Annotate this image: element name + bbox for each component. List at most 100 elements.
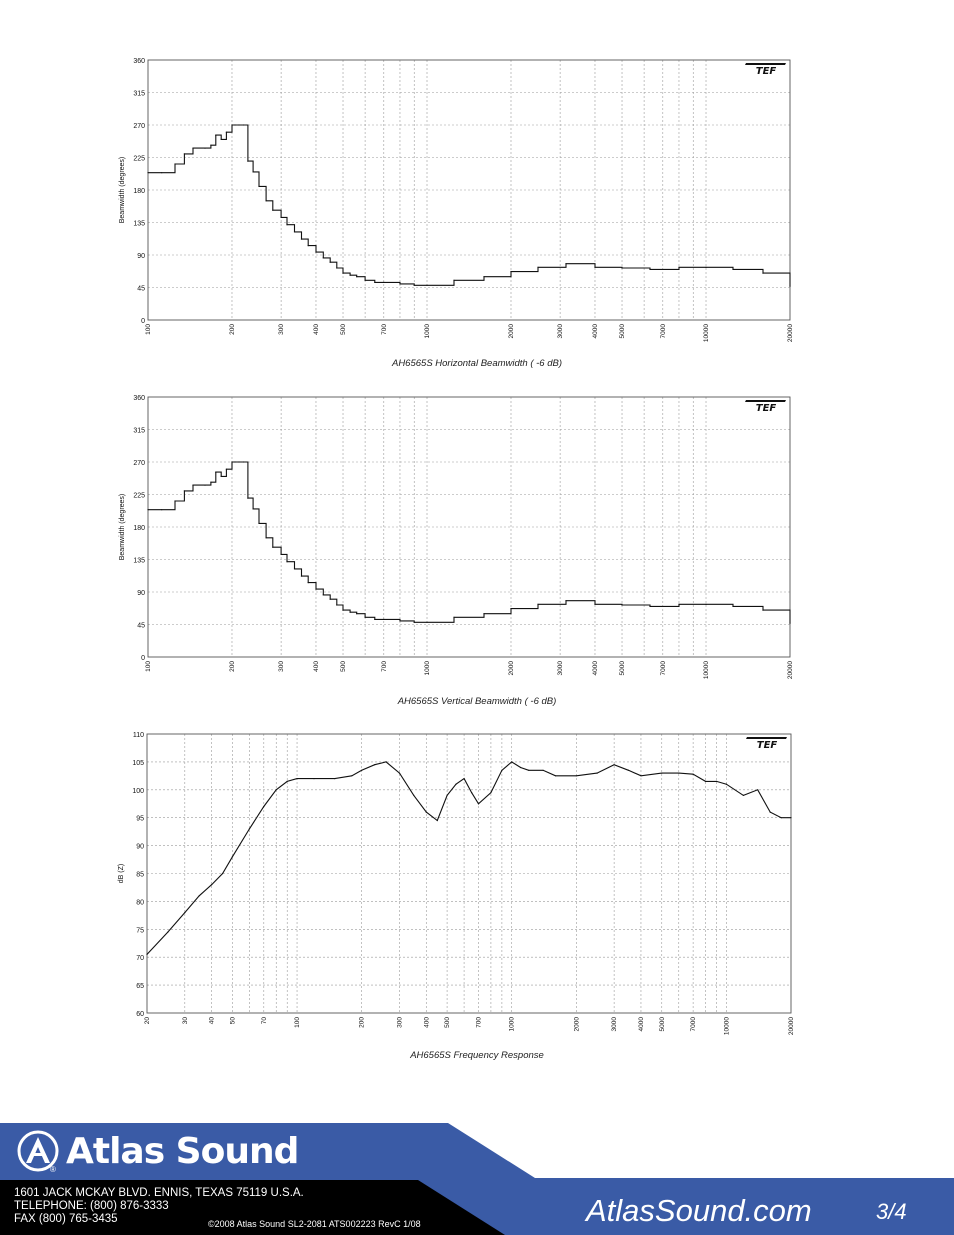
atlas-sound-logo: Atlas Sound	[16, 1127, 299, 1175]
data-point	[342, 272, 344, 274]
y-tick-label: 45	[137, 623, 145, 630]
data-point	[258, 185, 260, 187]
data-point	[661, 772, 663, 774]
data-point	[146, 953, 148, 955]
data-point	[258, 522, 260, 524]
y-tick-label: 270	[133, 460, 145, 467]
y-tick-label: 105	[132, 760, 144, 767]
data-point	[247, 497, 249, 499]
data-point	[322, 594, 324, 596]
data-point	[374, 281, 376, 283]
y-tick-label: 95	[136, 816, 144, 823]
x-tick-label: 3000	[611, 1017, 618, 1032]
x-tick-label: 4000	[592, 661, 599, 676]
tef-logo: TEF	[745, 400, 786, 414]
data-point	[483, 613, 485, 615]
data-point	[275, 789, 277, 791]
x-tick-label: 10000	[703, 324, 710, 342]
data-point	[554, 775, 557, 777]
data-point	[742, 794, 745, 796]
x-tick-label: 20000	[788, 1017, 795, 1035]
data-point	[329, 598, 331, 600]
x-tick-label: 20000	[787, 661, 794, 679]
series-line	[146, 761, 791, 955]
data-point	[272, 209, 274, 211]
data-point	[300, 238, 303, 240]
y-tick-label: 100	[132, 788, 144, 795]
data-point	[732, 268, 734, 270]
x-tick-label: 40	[209, 1017, 216, 1025]
data-point	[336, 604, 338, 606]
data-point	[198, 895, 200, 897]
data-point	[204, 147, 206, 149]
y-tick-label: 65	[136, 983, 144, 990]
data-point	[780, 817, 782, 819]
x-tick-label: 700	[475, 1017, 482, 1028]
x-tick-label: 300	[278, 324, 285, 335]
x-tick-label: 500	[340, 661, 347, 672]
y-tick-label: 315	[133, 91, 145, 98]
data-point	[565, 263, 567, 265]
data-point	[356, 613, 358, 615]
frequency-response-caption: AH6565S Frequency Response	[410, 1050, 544, 1061]
x-tick-label: 500	[444, 1017, 451, 1028]
data-point	[220, 475, 222, 477]
data-point	[426, 621, 428, 623]
data-point	[511, 761, 513, 763]
x-tick-label: 300	[278, 661, 285, 672]
x-minor-gridlines	[231, 60, 707, 320]
x-tick-label: 2000	[508, 661, 515, 676]
horizontal-beamwidth-caption: AH6565S Horizontal Beamwidth ( -6 dB)	[391, 358, 563, 369]
y-tick-label: 180	[133, 525, 145, 532]
data-point	[453, 616, 455, 618]
x-tick-label: 70	[261, 1017, 268, 1025]
data-point	[374, 618, 376, 620]
footer-black-band	[0, 1180, 505, 1235]
x-tick-label: 3000	[557, 661, 564, 676]
y-tick-label: 0	[141, 655, 145, 662]
data-point	[351, 775, 353, 777]
vertical-beamwidth-caption: AH6565S Vertical Beamwidth ( -6 dB)	[397, 696, 557, 707]
data-point	[286, 561, 288, 563]
x-tick-label: 4000	[592, 324, 599, 339]
y-tick-label: 135	[133, 221, 145, 228]
data-point	[211, 884, 213, 886]
plot-frame	[147, 59, 791, 321]
data-point	[242, 461, 245, 463]
y-tick-label: 90	[136, 844, 144, 851]
x-tick-label: 7000	[660, 661, 667, 676]
data-point	[594, 266, 596, 268]
tef-logo-text: TEF	[756, 403, 777, 414]
series-line	[148, 461, 791, 624]
data-point	[757, 789, 759, 791]
data-point	[356, 276, 358, 278]
data-point	[315, 588, 317, 590]
x-tick-label: 200	[229, 324, 236, 335]
x-tick-label: 5000	[619, 661, 626, 676]
website-link[interactable]: AtlasSound.com	[586, 1193, 812, 1228]
brand-name: Atlas Sound	[66, 1130, 299, 1172]
data-point	[385, 761, 387, 763]
data-point	[364, 616, 366, 618]
frequency-response-chart: 60 65 70 75 80 85 90 95 100 105 110 20 30 40 50 70 100 20…	[118, 732, 795, 1035]
data-point	[565, 600, 567, 602]
data-point	[174, 163, 176, 165]
data-point	[231, 856, 233, 858]
y-tick-label: 90	[137, 253, 145, 260]
data-point	[501, 769, 503, 771]
data-point	[252, 171, 254, 173]
data-point	[322, 257, 324, 259]
data-point	[790, 817, 792, 819]
y-tick-label: 360	[133, 395, 145, 402]
data-point	[510, 271, 512, 273]
data-point	[374, 764, 376, 766]
data-point	[510, 608, 512, 610]
x-tick-label: 400	[313, 661, 320, 672]
data-point	[413, 621, 415, 623]
data-point	[293, 231, 296, 233]
x-tick-label: 300	[396, 1017, 403, 1028]
data-point	[542, 769, 544, 771]
data-point	[537, 266, 539, 268]
x-tick-label: 10000	[723, 1017, 730, 1035]
data-point	[640, 775, 642, 777]
